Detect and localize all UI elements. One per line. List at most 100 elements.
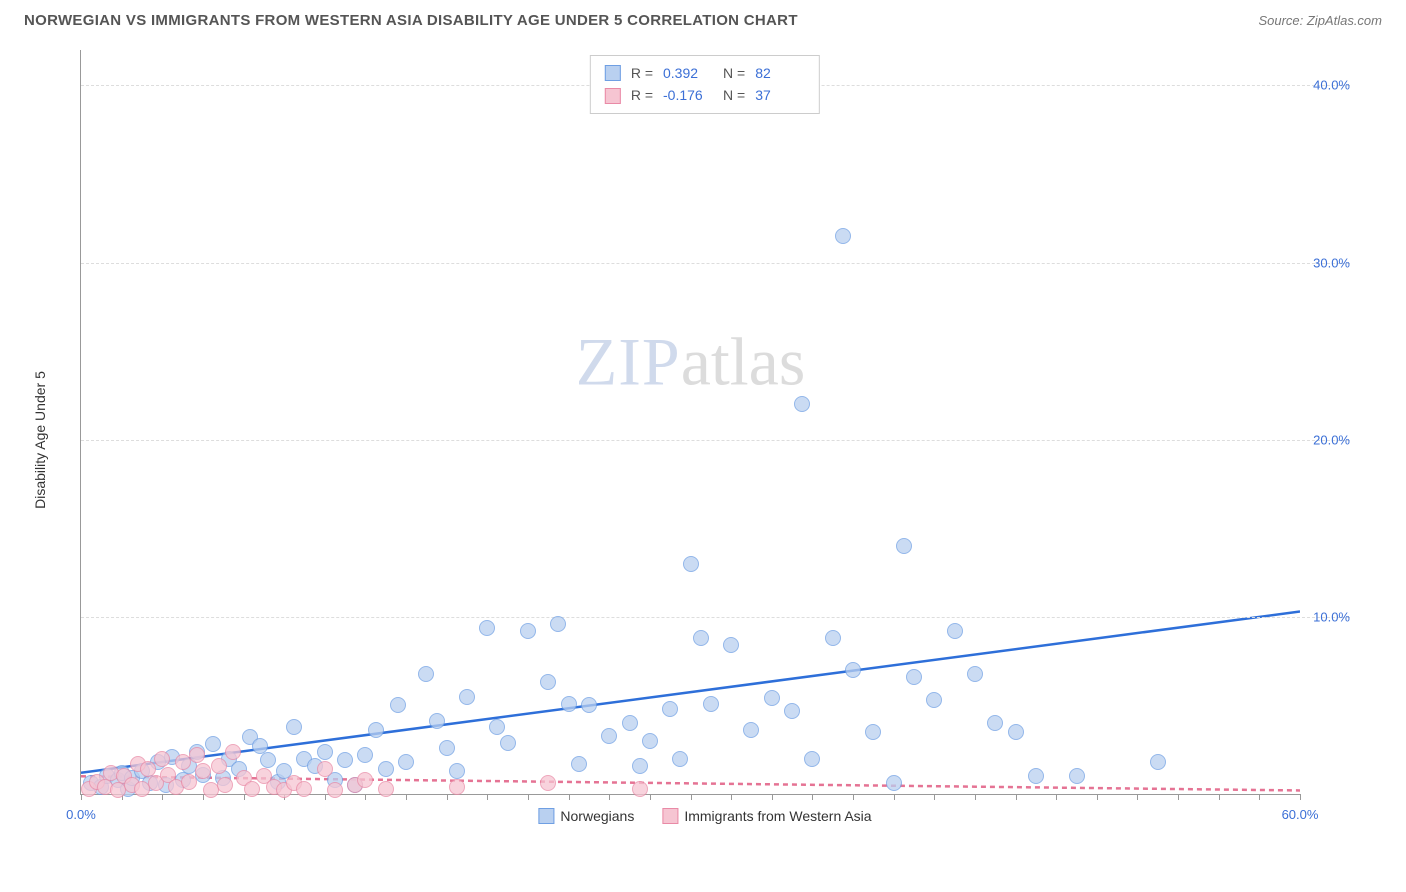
watermark: ZIPatlas [576,323,806,402]
data-point [1150,754,1166,770]
chart-area: Disability Age Under 5 ZIPatlas 10.0%20.… [50,50,1360,830]
data-point [550,616,566,632]
data-point [418,666,434,682]
data-point [601,728,617,744]
data-point [540,674,556,690]
xtick [1178,794,1179,800]
xtick [691,794,692,800]
data-point [189,747,205,763]
source-name: ZipAtlas.com [1307,13,1382,28]
data-point [723,637,739,653]
ytick-label: 20.0% [1313,432,1350,447]
data-point [296,781,312,797]
correlation-legend: R =0.392N =82R =-0.176N =37 [590,55,820,114]
xtick [650,794,651,800]
legend-n-value: 37 [755,84,805,106]
xtick [528,794,529,800]
data-point [967,666,983,682]
chart-title: NORWEGIAN VS IMMIGRANTS FROM WESTERN ASI… [24,12,798,29]
data-point [683,556,699,572]
data-point [743,722,759,738]
data-point [561,696,577,712]
chart-source: Source: ZipAtlas.com [1258,13,1382,28]
data-point [662,701,678,717]
trendlines [81,50,1300,794]
legend-item: Norwegians [538,808,634,824]
legend-n-value: 82 [755,62,805,84]
data-point [804,751,820,767]
data-point [794,396,810,412]
source-prefix: Source: [1258,13,1306,28]
data-point [154,751,170,767]
data-point [642,733,658,749]
legend-r-label: R = [631,84,653,106]
gridline [81,617,1350,618]
series-legend: Norwegians Immigrants from Western Asia [538,808,871,824]
data-point [398,754,414,770]
data-point [571,756,587,772]
legend-r-value: 0.392 [663,62,713,84]
data-point [693,630,709,646]
xtick [244,794,245,800]
legend-swatch [538,808,554,824]
legend-swatch [605,88,621,104]
xtick [447,794,448,800]
data-point [195,763,211,779]
data-point [703,696,719,712]
data-point [449,779,465,795]
xtick [609,794,610,800]
data-point [987,715,1003,731]
data-point [1008,724,1024,740]
data-point [1069,768,1085,784]
data-point [520,623,536,639]
xtick [487,794,488,800]
data-point [260,752,276,768]
xtick [731,794,732,800]
legend-stat-row: R =-0.176N =37 [605,84,805,106]
xtick [365,794,366,800]
watermark-p2: atlas [681,324,806,400]
legend-stat-row: R =0.392N =82 [605,62,805,84]
data-point [378,761,394,777]
data-point [835,228,851,244]
ytick-label: 40.0% [1313,78,1350,93]
data-point [825,630,841,646]
xtick [1219,794,1220,800]
data-point [1028,768,1044,784]
legend-r-value: -0.176 [663,84,713,106]
xtick [81,794,82,800]
legend-swatch [605,65,621,81]
data-point [845,662,861,678]
plot-region: ZIPatlas 10.0%20.0%30.0%40.0%0.0%60.0% [80,50,1300,795]
xtick [325,794,326,800]
xtick [975,794,976,800]
xtick [853,794,854,800]
data-point [211,758,227,774]
data-point [886,775,902,791]
data-point [581,697,597,713]
legend-n-label: N = [723,62,745,84]
data-point [622,715,638,731]
data-point [390,697,406,713]
xtick [812,794,813,800]
data-point [764,690,780,706]
ytick-label: 10.0% [1313,609,1350,624]
xtick [569,794,570,800]
data-point [632,781,648,797]
data-point [217,777,233,793]
legend-series-label: Immigrants from Western Asia [684,808,871,824]
data-point [181,774,197,790]
xtick [894,794,895,800]
data-point [317,761,333,777]
data-point [337,752,353,768]
xtick [1300,794,1301,800]
xtick [772,794,773,800]
data-point [540,775,556,791]
data-point [205,736,221,752]
data-point [479,620,495,636]
gridline [81,440,1350,441]
data-point [357,747,373,763]
data-point [317,744,333,760]
xtick [1016,794,1017,800]
data-point [632,758,648,774]
